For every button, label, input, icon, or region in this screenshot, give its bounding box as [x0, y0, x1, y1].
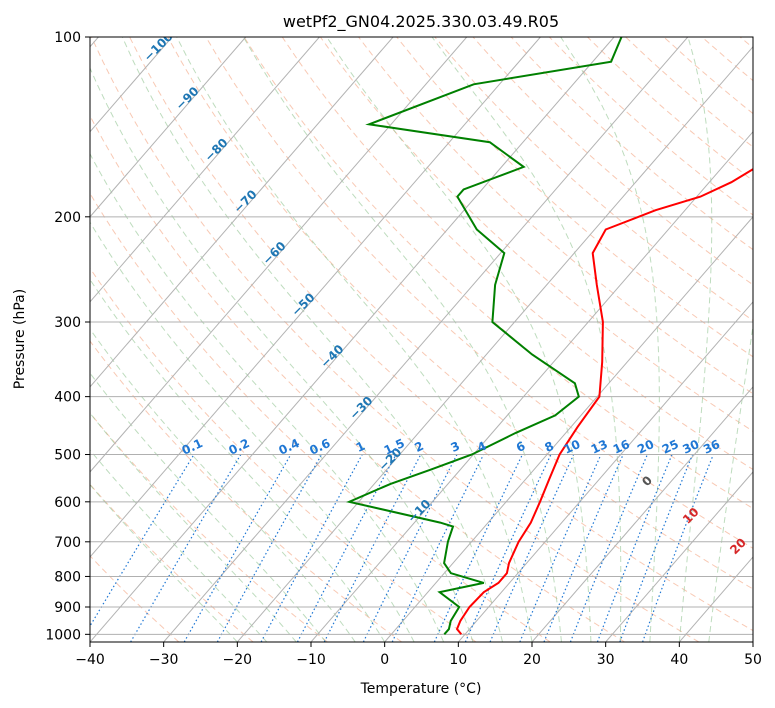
- mixing-ratio-label: 30: [680, 437, 701, 457]
- temperature-line: [455, 167, 753, 635]
- moist-adiabat-line: [90, 412, 297, 642]
- x-tick-label: −20: [223, 652, 253, 668]
- x-tick-label: 50: [744, 652, 762, 668]
- x-tick-label: 30: [597, 652, 615, 668]
- x-tick-label: 20: [523, 652, 541, 668]
- isotherm-line: [605, 471, 753, 642]
- moist-adiabat-line: [90, 66, 474, 642]
- mixing-ratio-line: [433, 454, 523, 642]
- y-tick-label: 200: [54, 210, 81, 226]
- x-axis-label: Temperature (°C): [360, 681, 482, 697]
- moist-adiabat-line: [90, 372, 327, 642]
- moist-adiabat-line: [708, 322, 753, 642]
- isotherm-line: [90, 37, 247, 218]
- dewpoint-line: [346, 37, 623, 635]
- dry-adiabat-line: [396, 37, 753, 358]
- y-axis-label: Pressure (hPa): [12, 289, 28, 389]
- mixing-ratio-label: 16: [611, 437, 632, 457]
- dry-adiabat-line: [167, 37, 753, 590]
- moist-adiabat-line: [90, 449, 268, 642]
- y-axis: 100 200 300 400 500 600 700 800 900 1000: [45, 30, 90, 643]
- moist-adiabat-line: [176, 37, 533, 642]
- mixing-ratio-line: [464, 454, 552, 642]
- isotherm-line: [90, 37, 541, 558]
- y-tick-label: 800: [54, 569, 81, 585]
- moist-adiabat-line: [121, 37, 504, 642]
- moist-adiabat-line: [326, 37, 592, 642]
- isotherm-line: [310, 131, 753, 642]
- y-tick-label: 1000: [45, 627, 81, 643]
- isotherm-line: [531, 386, 753, 642]
- isotherm-line: [90, 37, 615, 642]
- dry-adiabat-line: [90, 555, 180, 642]
- moist-adiabat-line: [90, 328, 356, 642]
- mixing-ratio-line: [183, 454, 292, 642]
- isotherm-line: [752, 641, 753, 642]
- dry-adiabat-line: [90, 37, 700, 642]
- dry-adiabat-line: [205, 37, 753, 549]
- plot-background: [90, 37, 753, 642]
- isotherm-line: [90, 37, 394, 388]
- dry-adiabat-line: [90, 114, 625, 642]
- dry-adiabat-line: [90, 340, 403, 642]
- x-tick-label: 0: [380, 652, 389, 668]
- isotherm-line: [236, 45, 753, 642]
- y-tick-label: 600: [54, 495, 81, 511]
- isotherm-line: [384, 216, 753, 642]
- mixing-ratio-label: 36: [701, 437, 722, 457]
- x-tick-label: −40: [75, 652, 105, 668]
- plot-frame: [89, 36, 754, 643]
- isotherm-line: [457, 301, 753, 642]
- isotherm-line: [90, 37, 320, 303]
- isotherm-line: [163, 37, 689, 642]
- moist-adiabat-line: [90, 221, 415, 642]
- dry-adiabat-line: [243, 37, 753, 510]
- y-tick-label: 700: [54, 535, 81, 551]
- mixing-ratio-line: [596, 454, 673, 642]
- profile-series: [346, 37, 753, 635]
- mixing-ratio-label: 10: [561, 437, 582, 457]
- isotherm-line: [90, 37, 468, 473]
- mixing-ratio-label: 25: [660, 437, 681, 457]
- moist-adiabat-line: [678, 37, 713, 642]
- dry-adiabat-line: [434, 37, 753, 322]
- plot-area: [90, 37, 753, 642]
- moist-adiabat-line: [242, 37, 562, 642]
- mixing-ratio-line: [130, 454, 242, 642]
- mixing-ratio-line: [519, 454, 602, 642]
- x-tick-label: −30: [149, 652, 179, 668]
- x-tick-label: 10: [449, 652, 467, 668]
- dry-adiabat-line: [90, 267, 477, 642]
- mixing-ratio-line: [216, 454, 323, 642]
- chart-title: wetPf2_GN04.2025.330.03.49.R05: [283, 12, 559, 32]
- y-tick-label: 900: [54, 600, 81, 616]
- y-tick-label: 300: [54, 315, 81, 331]
- mixing-ratio-line: [619, 454, 694, 642]
- moist-adiabat-line: [90, 483, 238, 642]
- dry-adiabat-line: [90, 192, 551, 642]
- moist-adiabat-line: [431, 37, 622, 642]
- dry-adiabat-line: [319, 37, 753, 432]
- dry-adiabat-line: [129, 37, 753, 632]
- moist-adiabat-line: [90, 152, 445, 642]
- moist-adiabat-line: [560, 37, 660, 642]
- mixing-ratio-line: [391, 454, 485, 642]
- x-tick-label: −10: [296, 652, 326, 668]
- dry-adiabat-line: [90, 412, 328, 642]
- y-tick-label: 500: [54, 448, 81, 464]
- mixing-ratio-line: [642, 454, 714, 642]
- mixing-ratio-line: [260, 454, 363, 642]
- mixing-ratio-label: 20: [635, 437, 656, 457]
- mixing-ratio-line: [543, 454, 624, 642]
- x-tick-label: 40: [670, 652, 688, 668]
- x-axis: −40 −30 −20 −10 0 10 20 30 40 50: [75, 642, 762, 668]
- y-tick-label: 400: [54, 390, 81, 406]
- y-tick-label: 100: [54, 30, 81, 46]
- mixing-ratio-line: [569, 454, 648, 642]
- mixing-ratio-line: [489, 454, 575, 642]
- mixing-ratio-label: 13: [589, 437, 610, 457]
- moist-adiabat-line: [90, 278, 386, 642]
